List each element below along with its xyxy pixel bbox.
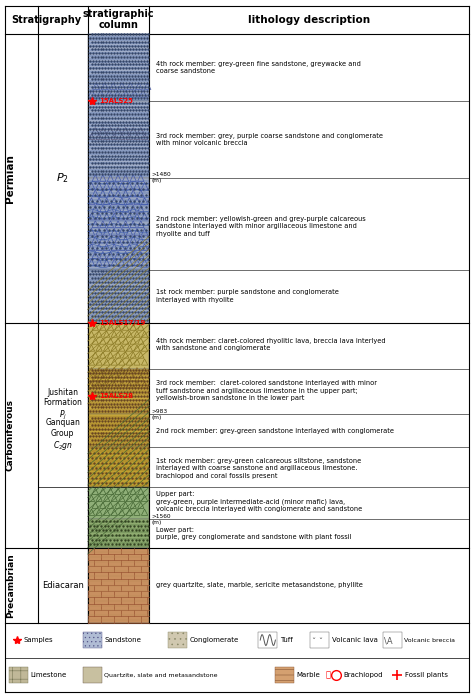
Text: Samples: Samples (24, 637, 53, 643)
Bar (258, 632, 277, 648)
Text: >983
(m): >983 (m) (152, 409, 168, 419)
Bar (88, 487, 149, 519)
Text: 15ALS25: 15ALS25 (100, 98, 133, 105)
Text: stratigraphic
column: stratigraphic column (82, 9, 155, 30)
Bar (88, 34, 149, 101)
Text: Upper part:
grey-green, purple intermediate-acid (minor mafic) lava,
volcanic br: Upper part: grey-green, purple intermedi… (156, 491, 363, 512)
Text: 3rd rock member: grey, purple coarse sandstone and conglomerate
with minor volca: 3rd rock member: grey, purple coarse san… (156, 133, 383, 147)
Text: 1st rock member: grey-green calcareous siltstone, sandstone
interlayed with coar: 1st rock member: grey-green calcareous s… (156, 458, 362, 479)
Text: Stratigraphy: Stratigraphy (11, 15, 81, 24)
Text: Volcanic breccia: Volcanic breccia (404, 637, 456, 643)
Text: 2nd rock member: grey-green sandstone interlayed with conglomerate: 2nd rock member: grey-green sandstone in… (156, 428, 394, 433)
Text: grey quartzite, slate, marble, sericite metasandstone, phyllite: grey quartzite, slate, marble, sericite … (156, 582, 363, 588)
Bar (88, 548, 149, 623)
Bar (88, 322, 149, 369)
Text: 15ALS17/19: 15ALS17/19 (100, 320, 146, 326)
Text: 3rd rock member:  claret-colored sandstone interlayed with minor
tuff sandstone : 3rd rock member: claret-colored sandston… (156, 380, 377, 401)
Bar (168, 632, 187, 648)
Text: Jushitan
Formation
$P_j$: Jushitan Formation $P_j$ (43, 388, 82, 422)
Text: Volcanic lava: Volcanic lava (332, 637, 378, 643)
Text: Tuff: Tuff (280, 637, 292, 643)
Text: Ganquan
Group
$C_2gn$: Ganquan Group $C_2gn$ (46, 418, 80, 452)
Bar (88, 177, 149, 270)
Text: Precambrian: Precambrian (6, 553, 15, 618)
Text: 4th rock member: grey-green fine sandstone, greywacke and
coarse sandstone: 4th rock member: grey-green fine sandsto… (156, 61, 361, 74)
Text: lithology description: lithology description (248, 15, 370, 24)
Bar (88, 414, 149, 447)
Bar (310, 632, 329, 648)
Text: Lower part:
purple, grey conglomerate and sandstone with plant fossil: Lower part: purple, grey conglomerate an… (156, 527, 352, 540)
Text: \A: \A (384, 637, 393, 646)
Text: 1st rock member: purple sandstone and conglomerate
interlayed with rhyolite: 1st rock member: purple sandstone and co… (156, 289, 339, 303)
Bar (88, 447, 149, 487)
Bar (9, 667, 28, 683)
Text: Limestone: Limestone (31, 672, 67, 678)
Bar (383, 632, 402, 648)
Text: Carboniferous: Carboniferous (6, 399, 15, 471)
Text: Brachiopod: Brachiopod (344, 672, 383, 678)
Bar (83, 632, 102, 648)
Bar (83, 667, 102, 683)
Text: Quartzite, slate and metasandstone: Quartzite, slate and metasandstone (104, 672, 218, 678)
Bar (88, 270, 149, 322)
Text: ˇ ˇ: ˇ ˇ (312, 638, 323, 646)
Text: 2nd rock member: yellowish-green and grey-purple calcareous
sandstone interlayed: 2nd rock member: yellowish-green and gre… (156, 216, 366, 237)
Text: Conglomerate: Conglomerate (190, 637, 239, 643)
Text: >1480
(m): >1480 (m) (152, 172, 172, 183)
Bar (88, 519, 149, 548)
Text: Sandstone: Sandstone (104, 637, 141, 643)
Text: 4th rock member: claret-colored rhyolitic lava, breccia lava interlyed
with sand: 4th rock member: claret-colored rhyoliti… (156, 338, 386, 351)
Text: $P_2$: $P_2$ (56, 171, 69, 185)
Bar (88, 101, 149, 177)
Bar (88, 369, 149, 414)
Bar (275, 667, 294, 683)
Text: >1560
(m): >1560 (m) (152, 514, 171, 525)
Text: Ⓑ: Ⓑ (326, 671, 330, 679)
Text: Fossil plants: Fossil plants (405, 672, 448, 678)
Text: 15ALS28: 15ALS28 (100, 393, 134, 399)
Text: Ediacaran: Ediacaran (42, 581, 84, 590)
Text: Marble: Marble (296, 672, 320, 678)
Text: Permian: Permian (5, 154, 16, 202)
